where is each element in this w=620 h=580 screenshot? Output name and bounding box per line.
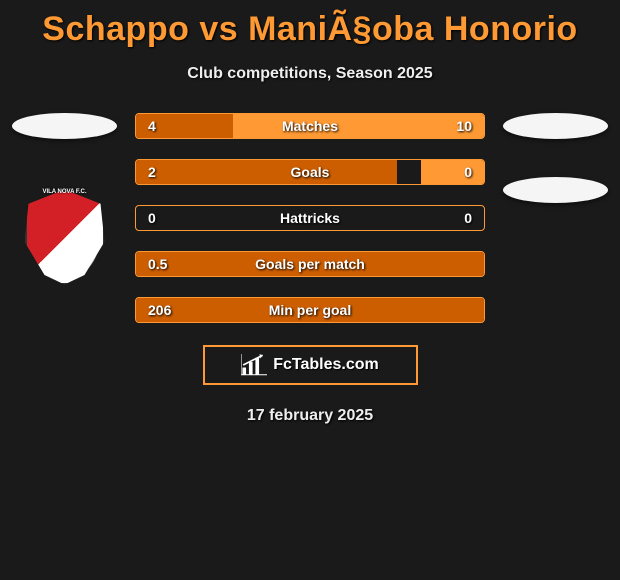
stat-row: 2 Goals 0 [135, 159, 485, 185]
page-subtitle: Club competitions, Season 2025 [0, 65, 620, 83]
stat-value-right: 10 [456, 118, 472, 134]
bar-left [136, 160, 397, 184]
stat-row: 206 Min per goal [135, 297, 485, 323]
stat-value-left: 2 [148, 164, 156, 180]
bar-chart-icon [241, 354, 267, 376]
page-title: Schappo vs ManiÃ§oba Honorio [0, 0, 620, 49]
stat-row: 0 Hattricks 0 [135, 205, 485, 231]
bar-right [233, 114, 484, 138]
brand-badge[interactable]: FcTables.com [203, 345, 418, 385]
shield-icon [25, 190, 105, 285]
crest-label: VILA NOVA F.C. [42, 189, 86, 195]
stat-value-left: 0 [148, 210, 156, 226]
club-crest-left: VILA NOVA F.C. [15, 177, 115, 297]
bar-right [421, 160, 484, 184]
stat-value-left: 206 [148, 302, 171, 318]
stat-label: Hattricks [280, 210, 340, 226]
stat-label: Goals [291, 164, 330, 180]
date-label: 17 february 2025 [0, 407, 620, 425]
left-player-col: VILA NOVA F.C. [12, 113, 117, 297]
right-player-col [503, 113, 608, 203]
avatar-placeholder-right-2 [503, 177, 608, 203]
brand-label: FcTables.com [273, 356, 379, 374]
stat-value-right: 0 [464, 210, 472, 226]
stat-row: 0.5 Goals per match [135, 251, 485, 277]
avatar-placeholder-right-1 [503, 113, 608, 139]
stat-row: 4 Matches 10 [135, 113, 485, 139]
stat-label: Goals per match [255, 256, 365, 272]
stat-value-right: 0 [464, 164, 472, 180]
stat-value-left: 4 [148, 118, 156, 134]
stats-table: 4 Matches 10 2 Goals 0 0 Hattricks 0 0.5 Goals per… [135, 113, 485, 323]
avatar-placeholder-left [12, 113, 117, 139]
stat-label: Min per goal [269, 302, 351, 318]
comparison-area: VILA NOVA F.C. 4 Matches 10 2 Goals 0 0 Hattric… [0, 113, 620, 323]
stat-value-left: 0.5 [148, 256, 167, 272]
stat-label: Matches [282, 118, 338, 134]
